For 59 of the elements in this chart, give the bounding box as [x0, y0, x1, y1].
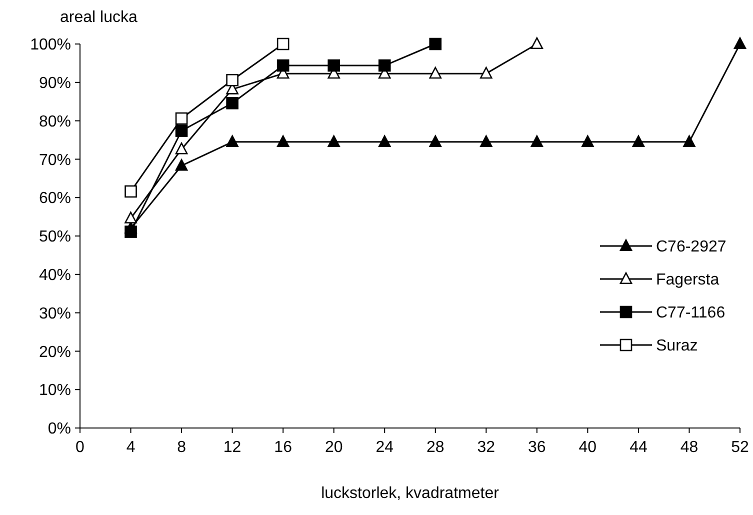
x-tick-label: 48	[680, 439, 698, 456]
point	[175, 159, 188, 171]
legend-label: C76-2927	[656, 238, 726, 256]
point	[175, 112, 188, 125]
y-tick-label: 100%	[30, 36, 71, 54]
y-tick-label: 10%	[38, 382, 71, 400]
point	[429, 66, 442, 79]
point	[734, 37, 746, 50]
point	[429, 135, 442, 147]
point	[124, 226, 137, 238]
x-tick-label: 36	[528, 439, 546, 456]
y-tick-label: 20%	[38, 344, 71, 361]
y-tick-label: 60%	[38, 190, 71, 208]
point	[683, 135, 696, 147]
y-tick-label: 80%	[38, 113, 71, 130]
point	[226, 135, 238, 147]
y-tick-label: 70%	[38, 152, 71, 169]
x-tick-label: 44	[630, 439, 648, 456]
point	[530, 37, 544, 50]
y-axis-title: areal lucka	[60, 9, 138, 26]
point	[226, 96, 238, 110]
point	[378, 135, 391, 147]
x-tick-label: 8	[177, 439, 186, 456]
point	[480, 135, 492, 147]
x-tick-label: 28	[426, 439, 444, 456]
y-tick-label: 40%	[38, 267, 71, 284]
point	[276, 59, 290, 72]
legend-label: Fagersta	[656, 272, 720, 289]
point	[226, 74, 238, 86]
legend-label: Suraz	[656, 338, 698, 355]
y-tick-label: 90%	[38, 75, 71, 92]
x-tick-label: 24	[376, 439, 394, 456]
point	[276, 135, 290, 147]
point	[480, 66, 492, 79]
point	[378, 59, 391, 72]
point	[175, 124, 188, 137]
point	[328, 59, 340, 72]
point	[429, 38, 442, 50]
y-tick-label: 30%	[38, 305, 71, 322]
x-tick-label: 16	[274, 439, 292, 456]
point	[276, 38, 290, 50]
x-tick-label: 40	[578, 439, 597, 456]
x-tick-label: 32	[477, 439, 496, 456]
point	[124, 185, 137, 198]
point	[328, 135, 340, 147]
point	[632, 135, 645, 147]
x-tick-label: 0	[76, 439, 85, 456]
x-axis-title: luckstorlek, kvadratmeter	[321, 485, 500, 502]
x-tick-label: 20	[324, 439, 343, 456]
point	[530, 135, 544, 147]
y-tick-label: 0%	[48, 420, 71, 438]
legend-label: C77-1166	[656, 304, 726, 322]
point	[124, 212, 137, 224]
x-tick-label: 4	[126, 439, 136, 456]
point	[175, 142, 188, 154]
x-tick-label: 52	[731, 439, 749, 456]
point	[582, 135, 594, 147]
y-tick-label: 50%	[38, 228, 71, 246]
x-tick-label: 12	[223, 439, 242, 456]
